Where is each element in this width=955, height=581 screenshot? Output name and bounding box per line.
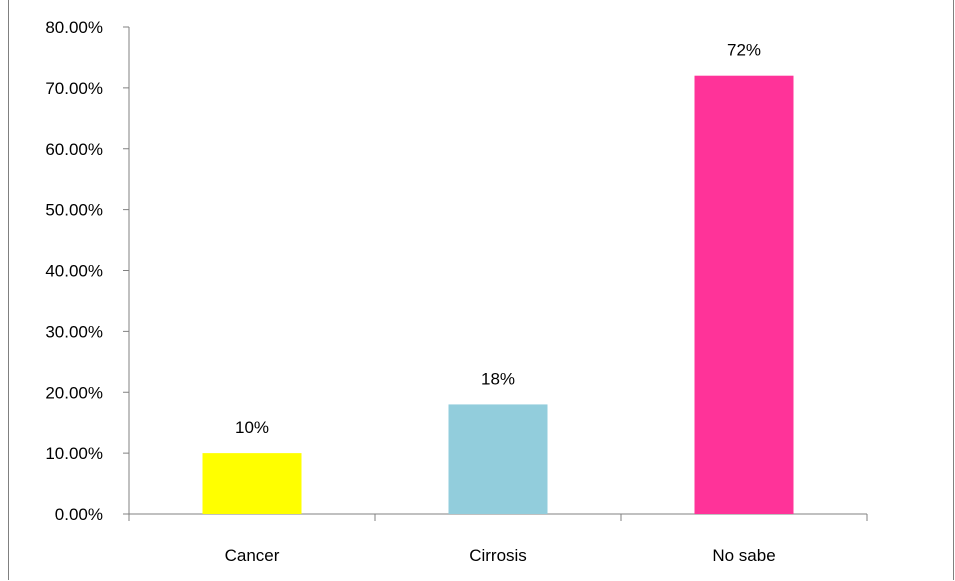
chart-labels: 10% Cancer 18% Cirrosis 72% No sabe [225, 41, 776, 565]
chart-bars [202, 75, 794, 514]
y-tick-label: 60.00% [45, 140, 103, 159]
y-tick-label: 0.00% [55, 505, 103, 524]
y-tick-label: 20.00% [45, 383, 103, 402]
chart-frame [8, 0, 954, 580]
chart-axes: 0.00% 10.00% 20.00% 30.00% 40.00% 50.00% 60.00… [45, 18, 868, 524]
y-tick-label: 30.00% [45, 322, 103, 341]
y-tick-label: 80.00% [45, 18, 103, 37]
x-category-label: Cancer [225, 546, 280, 565]
y-tick-label: 10.00% [45, 444, 103, 463]
data-label: 10% [235, 418, 269, 437]
y-tick-label: 40.00% [45, 262, 103, 281]
bar-cirrosis [448, 404, 548, 514]
y-tick-label: 70.00% [45, 79, 103, 98]
x-category-label: Cirrosis [469, 546, 527, 565]
bar-cancer [202, 453, 302, 514]
data-label: 18% [481, 369, 515, 388]
y-tick-label: 50.00% [45, 201, 103, 220]
x-category-label: No sabe [712, 546, 775, 565]
data-label: 72% [727, 41, 761, 60]
bar-no-sabe [694, 75, 794, 514]
